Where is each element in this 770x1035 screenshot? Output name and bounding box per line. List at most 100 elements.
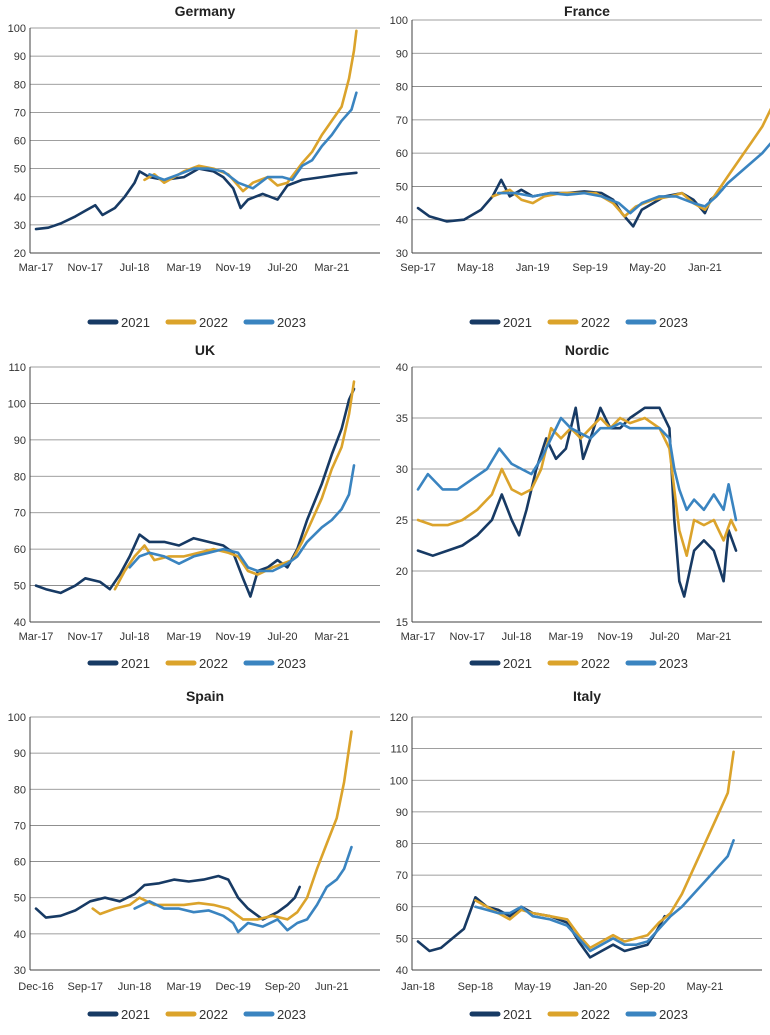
series-line-2022 bbox=[113, 380, 356, 591]
legend-label-2023: 2023 bbox=[277, 315, 306, 330]
x-tick-label: Mar-17 bbox=[19, 262, 54, 274]
y-tick-label: 70 bbox=[396, 870, 408, 882]
series-line-2023 bbox=[416, 416, 738, 522]
y-tick-label: 100 bbox=[8, 23, 26, 35]
x-tick-label: Sep-20 bbox=[265, 981, 300, 993]
legend-label-2023: 2023 bbox=[277, 1007, 306, 1022]
legend-label-2021: 2021 bbox=[121, 315, 150, 330]
y-tick-label: 60 bbox=[14, 544, 26, 556]
chart-panel-spain: Spain 30 40 50 60 70 80 90 100 Dec-16 Sep-17 Jun-18… bbox=[8, 688, 380, 1022]
y-tick-label: 100 bbox=[8, 712, 26, 724]
x-tick-label: Jul-18 bbox=[502, 631, 532, 643]
y-tick-label: 80 bbox=[396, 82, 408, 94]
y-tick-label: 30 bbox=[396, 248, 408, 260]
x-tick-label: Sep-19 bbox=[572, 262, 607, 274]
series-line-2021 bbox=[416, 896, 666, 959]
x-tick-label: Sep-17 bbox=[400, 262, 435, 274]
legend-label-2021: 2021 bbox=[503, 1007, 532, 1022]
chart-panel-italy: Italy 40 50 60 70 80 90 100 110 120 Jan-18 Sep-18 Ma… bbox=[390, 688, 762, 1022]
legend-label-2022: 2022 bbox=[581, 1007, 610, 1022]
x-tick-label: Jul-20 bbox=[267, 631, 297, 643]
legend-label-2022: 2022 bbox=[199, 315, 228, 330]
x-tick-label: Dec-19 bbox=[215, 981, 250, 993]
x-tick-label: Sep-20 bbox=[630, 981, 665, 993]
legend-label-2021: 2021 bbox=[503, 315, 532, 330]
y-tick-label: 70 bbox=[396, 115, 408, 127]
x-tick-label: May-18 bbox=[457, 262, 494, 274]
y-tick-label: 50 bbox=[14, 581, 26, 593]
y-tick-label: 40 bbox=[14, 929, 26, 941]
legend-label-2023: 2023 bbox=[659, 1007, 688, 1022]
chart-title: UK bbox=[195, 342, 215, 358]
x-tick-label: Jun-18 bbox=[118, 981, 152, 993]
y-tick-label: 50 bbox=[14, 893, 26, 905]
series-line-2022 bbox=[91, 730, 353, 921]
chart-panel-france: France 30 40 50 60 70 80 90 100 Sep-17 May-18 Jan-1… bbox=[390, 3, 770, 330]
y-tick-label: 100 bbox=[390, 775, 408, 787]
x-tick-label: Sep-17 bbox=[68, 981, 103, 993]
x-tick-label: Mar-19 bbox=[166, 262, 201, 274]
y-tick-label: 35 bbox=[396, 413, 408, 425]
y-tick-label: 100 bbox=[8, 398, 26, 410]
legend-label-2023: 2023 bbox=[659, 315, 688, 330]
y-tick-label: 80 bbox=[14, 79, 26, 91]
x-tick-label: May-20 bbox=[629, 262, 666, 274]
y-tick-label: 40 bbox=[396, 965, 408, 977]
series-line-2022 bbox=[491, 107, 770, 218]
x-tick-label: Nov-19 bbox=[215, 262, 250, 274]
x-tick-label: Dec-16 bbox=[18, 981, 53, 993]
y-tick-label: 30 bbox=[396, 464, 408, 476]
chart-title: France bbox=[564, 3, 610, 19]
y-tick-label: 110 bbox=[8, 362, 26, 374]
y-tick-label: 80 bbox=[396, 839, 408, 851]
series-line-2023 bbox=[133, 845, 353, 934]
x-tick-label: Jan-18 bbox=[401, 981, 435, 993]
chart-panel-uk: UK 40 50 60 70 80 90 100 110 Mar-17 Nov-17 Jul-18 Ma… bbox=[8, 342, 380, 671]
chart-title: Italy bbox=[573, 688, 601, 704]
x-tick-label: Mar-21 bbox=[314, 262, 349, 274]
y-tick-label: 50 bbox=[14, 164, 26, 176]
y-tick-label: 110 bbox=[390, 744, 408, 756]
chart-title: Germany bbox=[175, 3, 236, 19]
legend-label-2021: 2021 bbox=[121, 1007, 150, 1022]
x-tick-label: May-21 bbox=[687, 981, 724, 993]
y-tick-label: 70 bbox=[14, 820, 26, 832]
chart-panel-germany: Germany 20 30 40 50 60 70 80 90 100 Mar-17 Nov-17 Ju… bbox=[8, 3, 380, 330]
y-tick-label: 120 bbox=[390, 712, 408, 724]
x-tick-label: Jul-18 bbox=[120, 262, 150, 274]
y-tick-label: 90 bbox=[396, 48, 408, 60]
y-tick-label: 30 bbox=[14, 220, 26, 232]
y-tick-label: 90 bbox=[14, 435, 26, 447]
x-tick-label: Mar-19 bbox=[166, 981, 201, 993]
x-tick-label: Nov-17 bbox=[68, 631, 103, 643]
x-tick-label: Mar-19 bbox=[166, 631, 201, 643]
y-tick-label: 50 bbox=[396, 933, 408, 945]
y-tick-label: 80 bbox=[14, 471, 26, 483]
y-tick-label: 90 bbox=[14, 51, 26, 63]
y-tick-label: 15 bbox=[396, 617, 408, 629]
x-tick-label: Jan-19 bbox=[516, 262, 550, 274]
y-tick-label: 70 bbox=[14, 107, 26, 119]
x-tick-label: Sep-18 bbox=[458, 981, 493, 993]
x-tick-label: Mar-21 bbox=[314, 631, 349, 643]
series-line-2023 bbox=[128, 464, 356, 573]
legend-label-2023: 2023 bbox=[659, 656, 688, 671]
x-tick-label: Mar-19 bbox=[548, 631, 583, 643]
y-tick-label: 90 bbox=[14, 748, 26, 760]
series-line-2023 bbox=[497, 142, 770, 215]
x-tick-label: Nov-17 bbox=[450, 631, 485, 643]
y-tick-label: 40 bbox=[396, 362, 408, 374]
y-tick-label: 60 bbox=[396, 902, 408, 914]
y-tick-label: 40 bbox=[396, 215, 408, 227]
legend-label-2022: 2022 bbox=[199, 656, 228, 671]
y-tick-label: 40 bbox=[14, 617, 26, 629]
x-tick-label: Jun-21 bbox=[315, 981, 349, 993]
x-tick-label: Nov-19 bbox=[215, 631, 250, 643]
x-tick-label: Mar-17 bbox=[19, 631, 54, 643]
series-line-2021 bbox=[34, 167, 358, 231]
x-tick-label: May-19 bbox=[514, 981, 551, 993]
x-tick-label: Mar-21 bbox=[696, 631, 731, 643]
series-line-2023 bbox=[474, 839, 735, 953]
x-tick-label: Mar-17 bbox=[401, 631, 436, 643]
